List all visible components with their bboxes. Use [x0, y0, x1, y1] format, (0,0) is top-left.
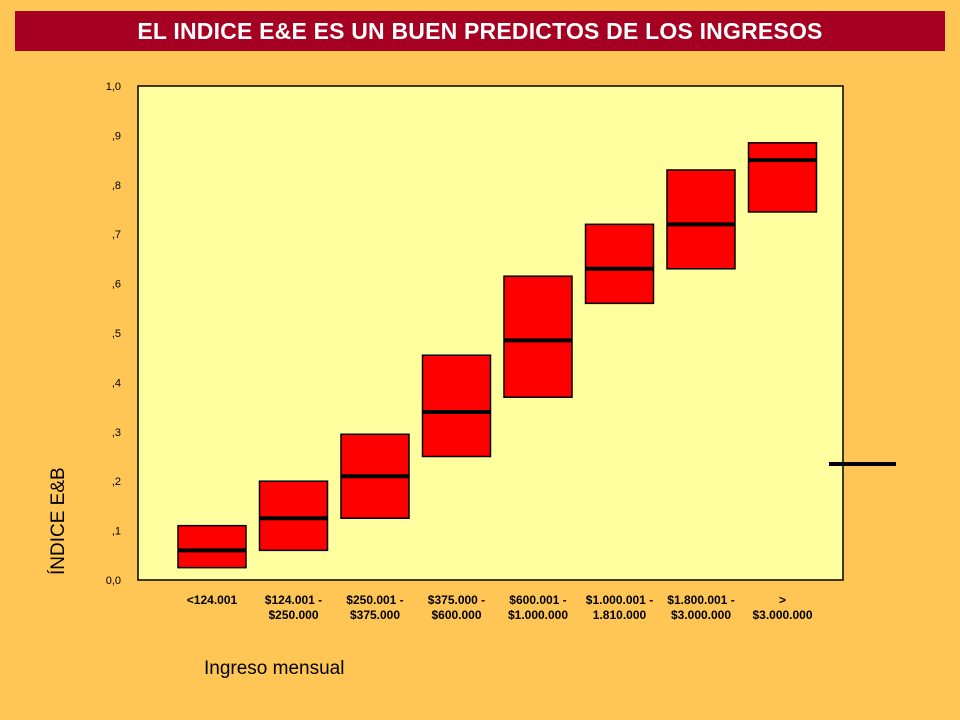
box-1	[177, 524, 247, 569]
box-5	[503, 275, 573, 398]
x-axis-ticks: <124.001 $124.001 -$250.000 $250.001 -$375…	[187, 593, 813, 622]
box-2	[258, 480, 329, 552]
y-tick-label: 1,0	[106, 81, 121, 93]
y-tick-label: ,7	[112, 229, 121, 241]
x-tick-label: $1.800.001 -$3.000.000	[667, 593, 734, 622]
x-axis-label: Ingreso mensual	[204, 658, 345, 679]
box-7	[666, 169, 736, 270]
y-tick-label: ,5	[112, 328, 121, 340]
y-axis-label: ÍNDICE E&B	[48, 467, 69, 575]
y-tick-label: ,2	[112, 476, 121, 488]
y-tick-label: ,4	[112, 377, 121, 389]
x-tick-label: <124.001	[187, 593, 238, 607]
x-tick-label: $250.001 -$375.000	[346, 593, 403, 622]
median-legend-line	[829, 462, 896, 466]
y-tick-label: ,6	[112, 279, 121, 291]
y-tick-label: ,1	[112, 526, 121, 538]
plot-area	[137, 85, 844, 581]
y-axis-ticks: 0,0 ,1 ,2 ,3 ,4 ,5 ,6 ,7 ,8 ,9 1,0	[106, 81, 121, 587]
x-tick-label: $600.001 -$1.000.000	[508, 593, 568, 622]
y-tick-label: ,3	[112, 427, 121, 439]
x-tick-label: > $3.000.000	[752, 593, 812, 622]
y-tick-label: ,9	[112, 130, 121, 142]
x-tick-label: $124.001 -$250.000	[265, 593, 322, 622]
x-tick-label: $375.000 -$600.000	[428, 593, 485, 622]
box-8	[747, 142, 818, 213]
y-tick-label: ,8	[112, 180, 121, 192]
slide-title: EL INDICE E&E ES UN BUEN PREDICTOS DE LO…	[15, 11, 945, 51]
box-4	[421, 354, 492, 458]
box-6	[584, 223, 655, 305]
boxes	[177, 142, 818, 569]
y-tick-label: 0,0	[106, 575, 121, 587]
x-tick-label: $1.000.001 -1.810.000	[586, 593, 653, 622]
